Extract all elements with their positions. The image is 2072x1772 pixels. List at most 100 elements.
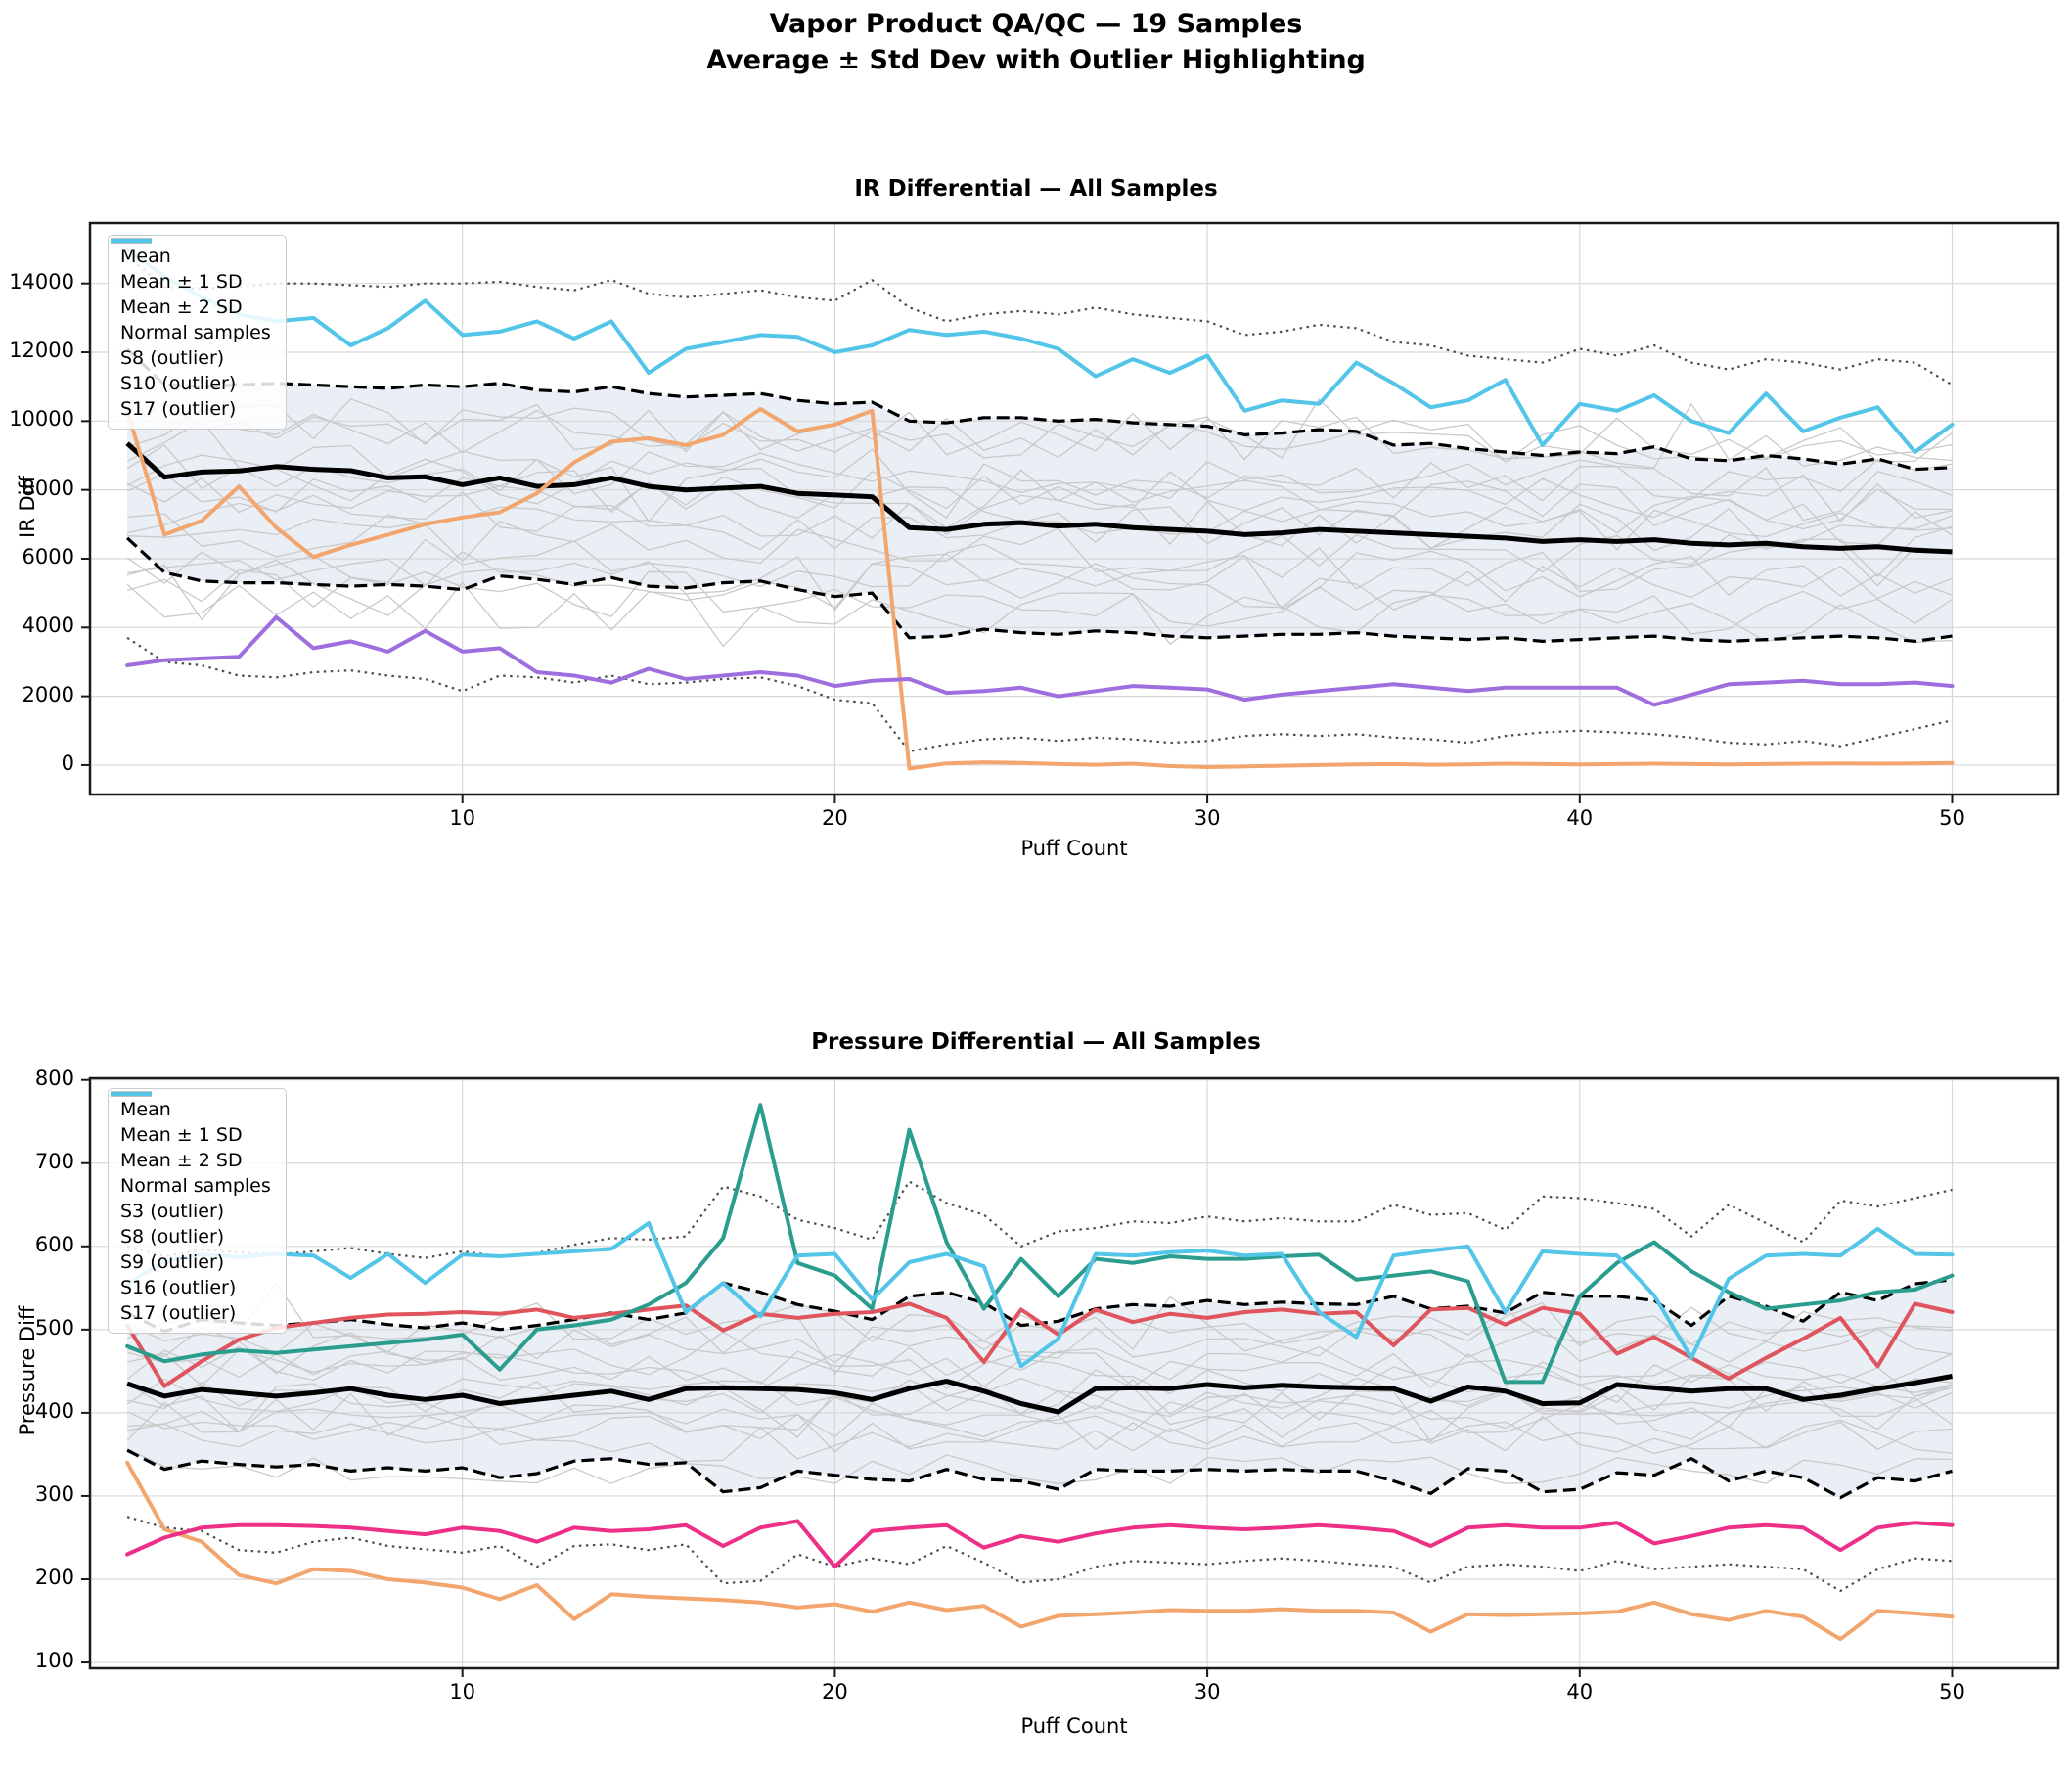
legend-item: Normal samples: [111, 240, 271, 343]
figure-title: Vapor Product QA/QC — 19 Samples Average…: [0, 6, 2072, 78]
y-tick-label: 700: [34, 1149, 74, 1173]
legend-pressure: Mean Mean ± 1 SD Mean ± 2 SD Normal samples…: [108, 1088, 287, 1334]
series-line-s16: [125, 1519, 1955, 1569]
y-tick-label: 12000: [9, 339, 74, 363]
x-axis-label-pressure: Puff Count: [1020, 1714, 1128, 1738]
x-tick-label: 50: [1939, 1680, 1965, 1704]
legend-item-label: S3 (outlier): [120, 1200, 225, 1222]
legend-item-label: Mean ± 2 SD: [120, 295, 243, 318]
y-tick-label: 200: [34, 1565, 74, 1589]
y-tick-label: 600: [34, 1232, 74, 1256]
plot-area-0: [90, 223, 2058, 795]
legend-item-label: Mean: [120, 245, 171, 267]
legend-item-label: S9 (outlier): [120, 1250, 225, 1273]
y-tick-label: 400: [34, 1398, 74, 1423]
legend-item-label: Mean ± 2 SD: [120, 1149, 243, 1171]
y-tick-label: 6000: [22, 544, 74, 568]
normal-sample-line: [126, 581, 1953, 648]
series-line-s17: [125, 1221, 1955, 1369]
y-tick-label: 300: [34, 1481, 74, 1506]
y-tick-label: 800: [34, 1066, 74, 1090]
legend-item-label: S10 (outlier): [120, 372, 237, 394]
x-tick-label: 30: [1194, 806, 1221, 830]
normal-sample-line: [126, 397, 1953, 467]
normal-sample-line: [126, 491, 1953, 552]
series-line-s9: [125, 1103, 1955, 1385]
legend-item-label: Mean: [120, 1098, 171, 1120]
normal-sample-line: [126, 470, 1953, 523]
normal-sample-line: [126, 409, 1953, 463]
legend-item: Mean ± 1 SD: [111, 239, 271, 293]
normal-sample-line: [126, 568, 1953, 635]
legend-item: S17 (outlier): [111, 239, 271, 420]
normal-sample-line: [126, 1378, 1953, 1418]
legend-item: Mean ± 2 SD: [111, 239, 271, 318]
normal-sample-line: [126, 1376, 1953, 1415]
legend-item: Mean: [111, 238, 271, 267]
y-tick-label: 100: [34, 1649, 74, 1673]
y-tick-label: 500: [34, 1315, 74, 1340]
y-tick-label: 4000: [22, 613, 74, 638]
x-tick-label: 40: [1566, 1680, 1594, 1704]
normal-sample-line: [126, 559, 1953, 621]
plot-area-1: [90, 1078, 2058, 1668]
legend-item-label: Mean ± 1 SD: [120, 270, 243, 293]
legend-item: S10 (outlier): [111, 239, 271, 394]
normal-sample-line: [126, 477, 1953, 546]
chart-title-ir: IR Differential — All Samples: [854, 176, 1218, 202]
normal-sample-line: [127, 513, 1953, 577]
legend-item: S3 (outlier): [111, 1092, 271, 1222]
normal-sample-line: [126, 1326, 1953, 1375]
legend-item-label: Mean ± 1 SD: [120, 1123, 243, 1146]
series-line-mean: [126, 1374, 1953, 1415]
legend-item-label: Normal samples: [120, 321, 271, 343]
y-tick-label: 2000: [22, 682, 74, 706]
legend-item: Normal samples: [111, 1093, 271, 1197]
normal-sample-line: [126, 454, 1953, 530]
legend-swatch-icon: [111, 1092, 152, 1096]
legend-item: Mean: [111, 1091, 271, 1120]
x-tick-label: 20: [822, 806, 848, 830]
series-line-mean_plus_2sd: [126, 254, 1954, 386]
series-line-s10: [125, 614, 1955, 707]
series-line-mean: [125, 441, 1953, 555]
legend-item: Mean ± 2 SD: [111, 1092, 271, 1171]
normal-sample-line: [126, 420, 1953, 523]
normal-sample-line: [126, 1448, 1953, 1484]
y-axis-label-ir: IR Diff: [16, 476, 39, 538]
legend-item-label: Normal samples: [120, 1174, 271, 1197]
legend-item-label: S17 (outlier): [120, 397, 237, 420]
legend-item: S8 (outlier): [111, 239, 271, 369]
normal-sample-line: [126, 1421, 1953, 1462]
normal-sample-line: [126, 538, 1953, 593]
axes-spine: [88, 1076, 2060, 1670]
x-axis-label-ir: Puff Count: [1020, 837, 1128, 860]
legend-item-label: S16 (outlier): [120, 1276, 237, 1298]
series-line-mean_plus_1sd: [125, 347, 1953, 472]
x-tick-label: 40: [1566, 806, 1594, 830]
figure-title-line2: Average ± Std Dev with Outlier Highlight…: [706, 45, 1366, 75]
normal-sample-line: [126, 1295, 1953, 1376]
legend-item-label: S17 (outlier): [120, 1301, 237, 1324]
series-line-mean_minus_2sd: [126, 636, 1953, 753]
y-tick-label: 8000: [22, 476, 74, 500]
legend-item: S9 (outlier): [111, 1092, 271, 1273]
normal-sample-line: [127, 550, 1953, 612]
x-tick-label: 30: [1194, 1680, 1221, 1704]
normal-sample-line: [126, 1331, 1953, 1404]
series-line-mean_minus_1sd: [126, 1448, 1953, 1500]
normal-sample-line: [126, 444, 1953, 500]
legend-item: Mean ± 1 SD: [111, 1092, 271, 1146]
y-tick-label: 0: [61, 750, 74, 775]
series-line-s3: [125, 1301, 1955, 1388]
legend-item: S17 (outlier): [111, 1092, 271, 1324]
series-line-mean_minus_2sd: [126, 1516, 1953, 1593]
y-axis-label-pressure: Pressure Diff: [16, 1305, 39, 1436]
series-line-s8: [125, 407, 1955, 771]
series-line-s8: [125, 1460, 1955, 1642]
y-tick-label: 14000: [9, 269, 74, 294]
legend-ir: Mean Mean ± 1 SD Mean ± 2 SD Normal samples…: [108, 235, 287, 430]
x-tick-label: 10: [449, 806, 476, 830]
y-tick-label: 10000: [9, 407, 74, 432]
